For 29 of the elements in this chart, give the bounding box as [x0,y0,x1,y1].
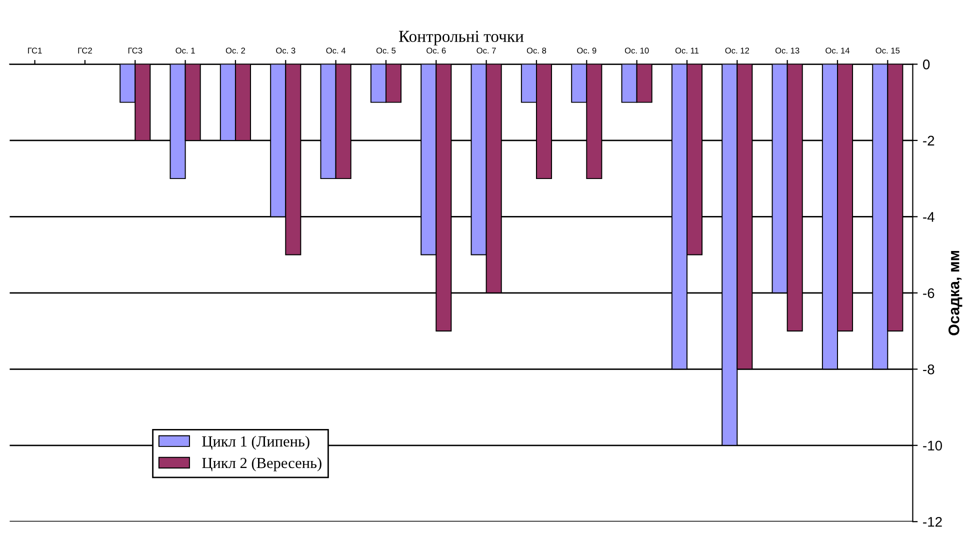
x-tick-label: Ос. 3 [276,48,296,54]
y-tick-label: -12 [923,516,942,527]
x-tick-label: Ос. 2 [226,48,246,54]
x-tick-label: Ос. 6 [426,48,446,54]
x-tick-label: ГС3 [128,48,142,54]
x-tick-label: Ос. 4 [326,48,346,54]
y-tick-label: -6 [923,288,934,298]
y-tick-label: 0 [923,60,930,70]
legend-label: Цикл 2 (Вересень) [202,457,322,472]
x-tick-label: Ос. 10 [624,48,649,54]
x-tick-label: Ос. 12 [725,48,750,54]
x-axis-title: Контрольні точки [398,30,524,46]
y-tick-label: -10 [923,440,942,451]
x-tick-label: Ос. 14 [826,48,850,54]
y-tick-label: -2 [923,136,934,146]
x-tick-label: Ос. 1 [176,48,195,54]
y-tick-label: -8 [923,364,934,374]
y-tick-label: -4 [923,212,934,222]
x-tick-label: Ос. 5 [376,48,396,54]
x-tick-label: Ос. 15 [876,48,900,54]
y-axis-title: Осадка, мм [948,250,962,336]
x-tick-label: Ос. 9 [577,48,596,54]
x-tick-label: Ос. 8 [526,48,546,54]
x-tick-label: ГС2 [78,48,92,54]
x-tick-label: ГС1 [28,48,42,54]
x-tick-label: Ос. 7 [476,48,496,54]
legend-label: Цикл 1 (Липень) [202,436,310,450]
x-tick-label: Ос. 13 [775,48,800,54]
x-tick-label: Ос. 11 [675,48,699,54]
